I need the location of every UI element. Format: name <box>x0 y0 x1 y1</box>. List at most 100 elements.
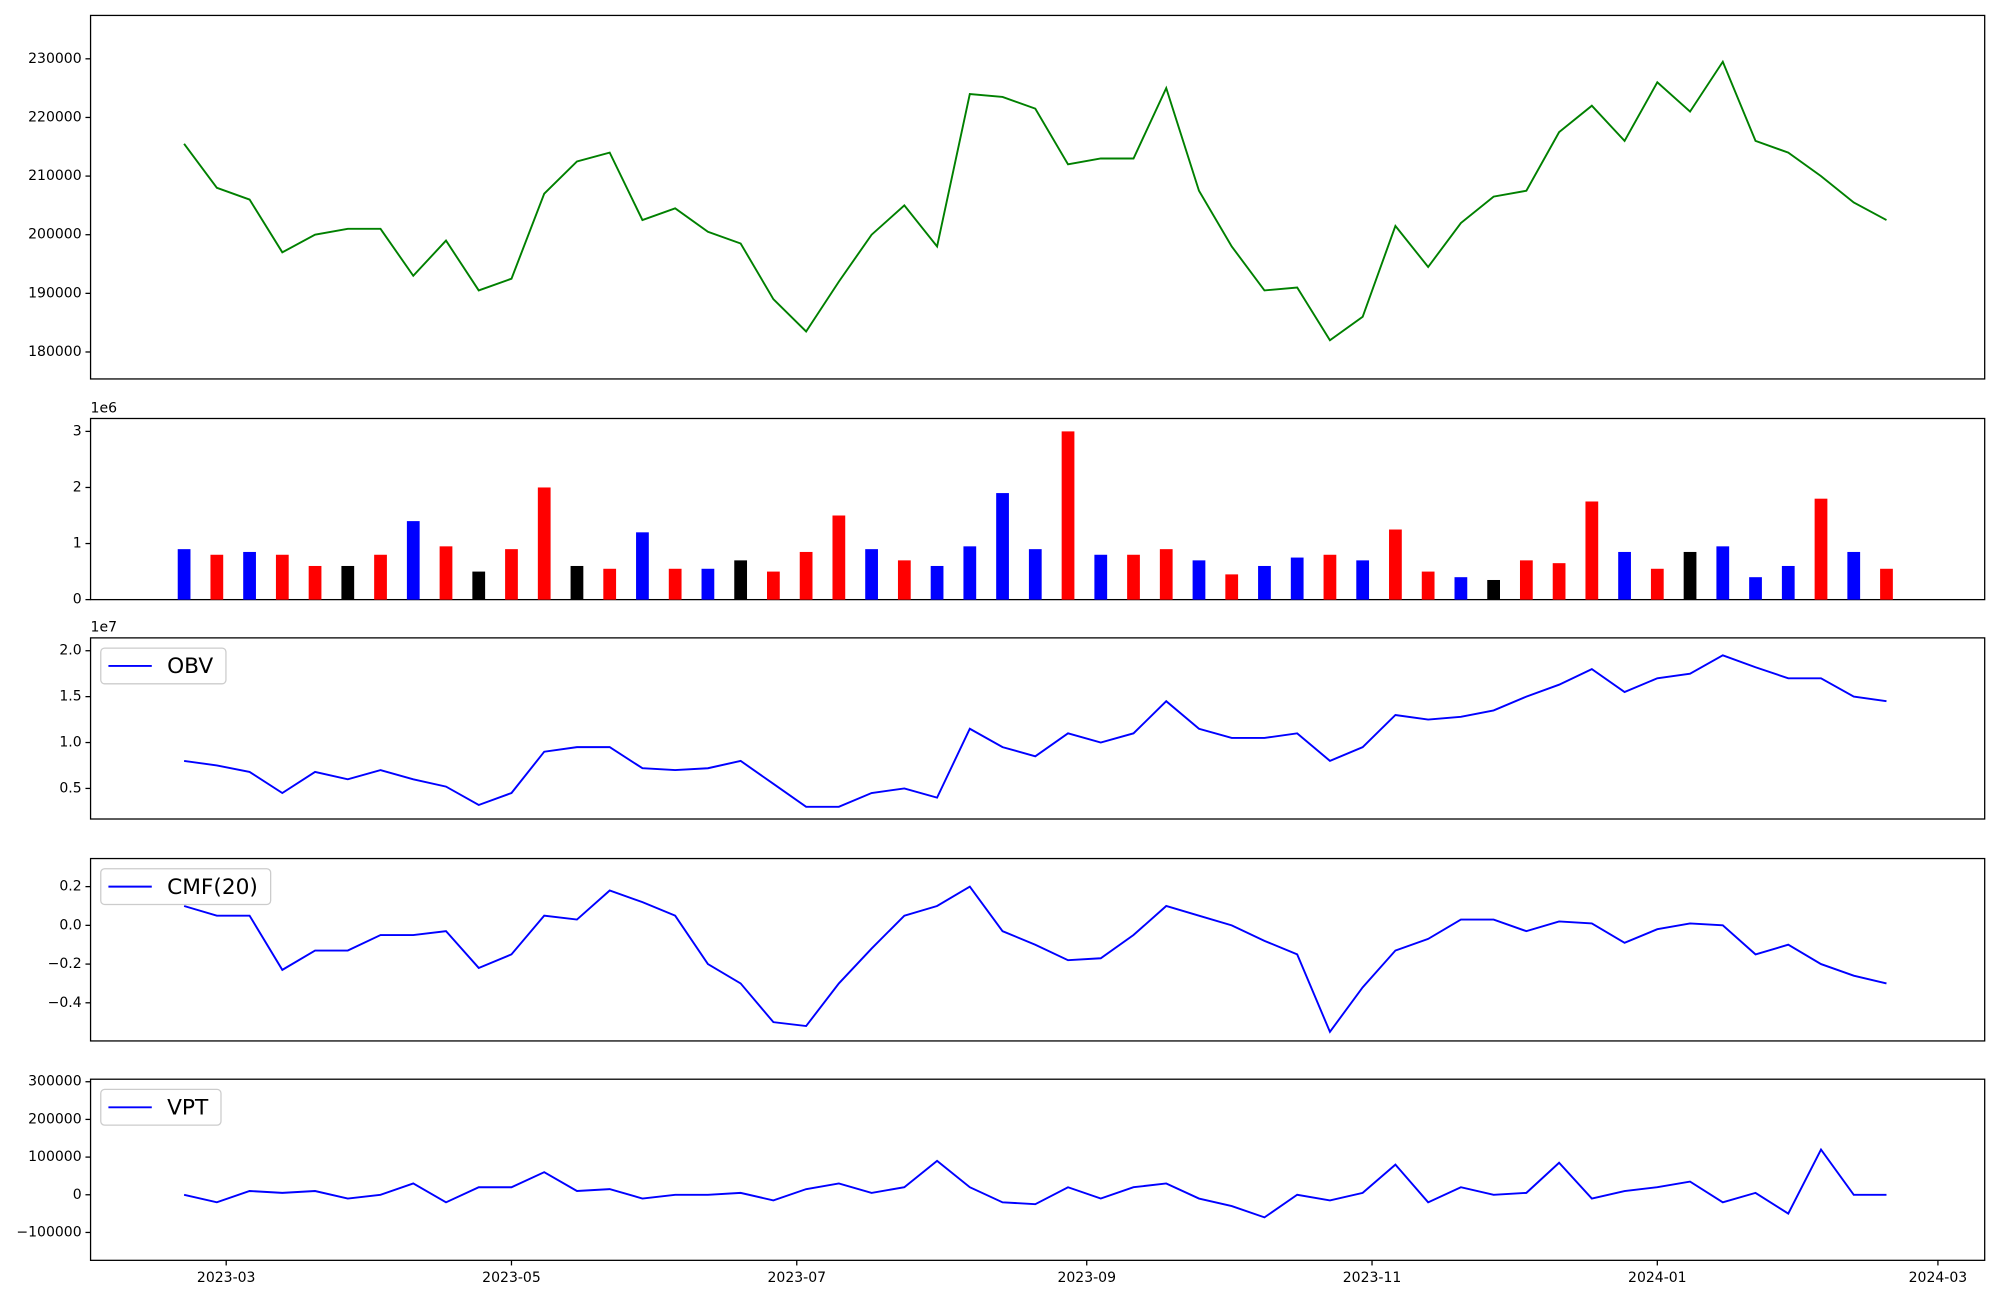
bar <box>636 532 649 600</box>
y-tick-label: 3 <box>73 423 82 439</box>
legend-box <box>100 868 272 906</box>
plot-frame <box>89 14 1986 380</box>
bar <box>668 568 682 600</box>
bar <box>865 549 878 600</box>
x-tick-label: 2023-11 <box>1343 1270 1402 1286</box>
bar <box>210 554 224 600</box>
y-tick-label: 300000 <box>28 1074 82 1090</box>
bar <box>963 546 977 600</box>
bar <box>472 571 486 600</box>
y-tick-label: 0.0 <box>59 917 81 933</box>
bar <box>1781 565 1795 600</box>
bar <box>1814 498 1828 600</box>
bar <box>570 565 584 600</box>
x-tick-label: 2023-05 <box>482 1270 541 1286</box>
bar <box>1389 529 1402 600</box>
y-tick-label: 1.0 <box>59 735 81 751</box>
bar <box>1159 549 1173 600</box>
bar <box>1585 501 1599 600</box>
y-tick-label: 190000 <box>28 285 82 301</box>
bar <box>1880 568 1893 600</box>
bar <box>1192 560 1206 600</box>
bar <box>1061 431 1075 600</box>
bar <box>1258 565 1271 600</box>
legend-box <box>100 1088 222 1126</box>
bar <box>767 571 780 600</box>
bar <box>897 560 911 600</box>
bar <box>1127 554 1140 600</box>
y-tick-label: 220000 <box>28 109 82 125</box>
y-tick-label: 200000 <box>28 1111 82 1127</box>
y-tick-label: 200000 <box>28 227 82 243</box>
y-tick-label: −0.2 <box>48 956 82 972</box>
x-tick-label: 2023-09 <box>1057 1270 1116 1286</box>
bar <box>1290 557 1304 600</box>
legend-label: OBV <box>167 654 213 679</box>
y-tick-label: 2.0 <box>59 643 81 659</box>
bar <box>832 515 846 600</box>
plot-frame <box>89 1078 1986 1261</box>
legend-label: CMF(20) <box>167 875 258 900</box>
line-series <box>183 1147 1887 1219</box>
y-offset-label: 1e6 <box>91 400 118 416</box>
bar <box>1650 568 1664 600</box>
line-series <box>183 59 1887 342</box>
y-tick-label: 180000 <box>28 344 82 360</box>
plot-frame <box>89 637 1986 820</box>
x-tick-label: 2024-03 <box>1909 1270 1968 1286</box>
y-tick-label: 0 <box>73 1187 82 1203</box>
bar <box>1487 579 1500 600</box>
bar <box>308 565 322 600</box>
bar <box>1519 560 1533 600</box>
bar <box>1716 546 1730 600</box>
plot-frame <box>89 857 1986 1042</box>
bar <box>1618 551 1631 600</box>
bar <box>1683 551 1697 600</box>
y-tick-label: 0.2 <box>59 879 81 895</box>
bar <box>177 549 191 600</box>
legend-label: VPT <box>167 1096 209 1121</box>
bar <box>996 493 1009 600</box>
plot-frame <box>89 417 1986 601</box>
y-tick-label: 0.5 <box>59 780 81 796</box>
bar <box>505 549 518 600</box>
bar <box>1454 577 1468 600</box>
bar <box>537 487 551 600</box>
x-tick-label: 2023-03 <box>197 1270 256 1286</box>
x-tick-label: 2023-07 <box>767 1270 826 1286</box>
bar <box>799 551 813 600</box>
bar <box>439 546 453 600</box>
y-tick-label: 230000 <box>28 51 82 67</box>
bar <box>930 565 944 600</box>
y-tick-label: 1.5 <box>59 689 81 705</box>
bar <box>1847 551 1861 600</box>
bar <box>734 560 748 600</box>
bar <box>374 554 387 600</box>
bar <box>1552 563 1566 600</box>
y-tick-label: −100000 <box>16 1224 81 1240</box>
bar <box>1323 554 1337 600</box>
bar <box>341 565 355 600</box>
bar <box>1749 577 1762 600</box>
bar <box>603 568 617 600</box>
legend-box <box>100 647 227 685</box>
y-offset-label: 1e7 <box>91 620 117 636</box>
bar <box>406 521 420 600</box>
bar <box>1028 549 1042 600</box>
y-tick-label: 100000 <box>28 1149 82 1165</box>
y-tick-label: 210000 <box>28 168 82 184</box>
bar <box>243 551 256 600</box>
y-tick-label: 0 <box>73 592 82 608</box>
line-series <box>183 885 1887 1034</box>
bar <box>1421 571 1435 600</box>
line-series <box>183 654 1887 808</box>
bar <box>1225 574 1239 600</box>
bar <box>275 554 289 600</box>
y-tick-label: 2 <box>73 479 82 495</box>
bar <box>1356 560 1370 600</box>
y-tick-label: 1 <box>73 536 82 552</box>
bar <box>701 568 715 600</box>
y-tick-label: −0.4 <box>48 995 82 1011</box>
